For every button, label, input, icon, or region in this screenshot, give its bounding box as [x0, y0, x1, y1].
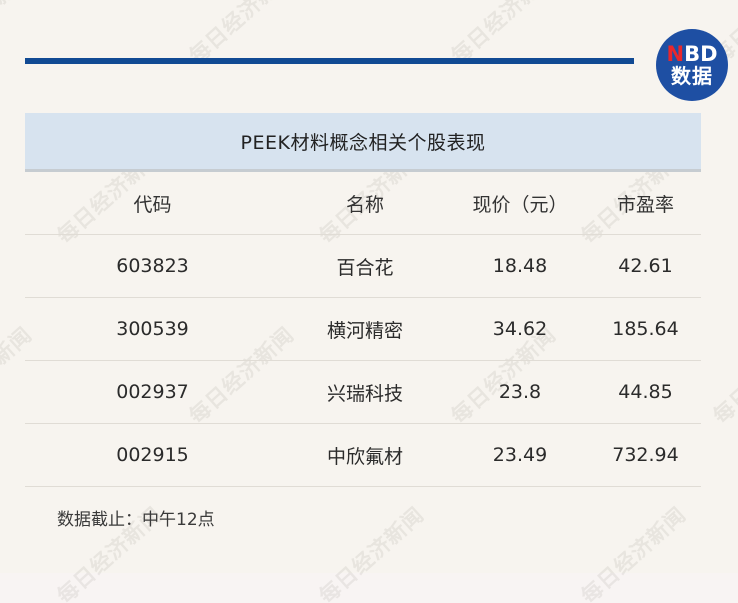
cell-price: 34.62 [492, 318, 548, 340]
cell-code: 002937 [116, 381, 189, 403]
column-header-code: 代码 [133, 193, 172, 216]
column-header-price: 现价（元） [472, 193, 568, 216]
cell-name: 横河精密 [326, 319, 403, 342]
table-row: 603823 百合花 18.48 42.61 [25, 235, 701, 298]
column-header-pe: 市盈率 [616, 193, 674, 216]
cell-code: 002915 [116, 444, 189, 466]
chart-title-band: PEEK材料概念相关个股表现 [25, 113, 701, 172]
nbd-logo: NBD 数据 [656, 29, 728, 101]
cell-name: 百合花 [336, 256, 394, 279]
page-title: PEEK材料概念相关个股表现 [240, 131, 486, 154]
cell-name: 兴瑞科技 [326, 382, 403, 405]
nbd-logo-initial: N [666, 42, 685, 66]
data-cutoff-note: 数据截止：中午12点 [57, 510, 215, 530]
cell-name: 中欣氟材 [326, 445, 403, 468]
stock-table: 代码 名称 现价（元） 市盈率 603823 百合花 18.48 42.61 3… [25, 172, 701, 487]
cell-pe: 185.64 [612, 318, 679, 340]
cell-pe: 42.61 [618, 255, 673, 277]
table-row: 002937 兴瑞科技 23.8 44.85 [25, 361, 701, 424]
nbd-logo-rest: BD [684, 42, 718, 66]
column-header-name: 名称 [345, 193, 384, 216]
cell-code: 300539 [116, 318, 189, 340]
cell-pe: 732.94 [612, 444, 679, 466]
cell-pe: 44.85 [618, 381, 673, 403]
table-row: 300539 横河精密 34.62 185.64 [25, 298, 701, 361]
cell-price: 18.48 [492, 255, 548, 277]
table-header-row: 代码 名称 现价（元） 市盈率 [25, 172, 701, 235]
cell-price: 23.8 [498, 381, 542, 403]
watermark-text: 每日经济新闻 [708, 322, 738, 429]
cell-code: 603823 [116, 255, 189, 277]
nbd-wordmark: NBD [666, 44, 717, 65]
header-rule [25, 58, 634, 64]
nbd-logo-subtitle: 数据 [671, 64, 713, 88]
table-row: 002915 中欣氟材 23.49 732.94 [25, 424, 701, 487]
bottom-tone-strip [0, 573, 738, 603]
cell-price: 23.49 [492, 444, 548, 466]
